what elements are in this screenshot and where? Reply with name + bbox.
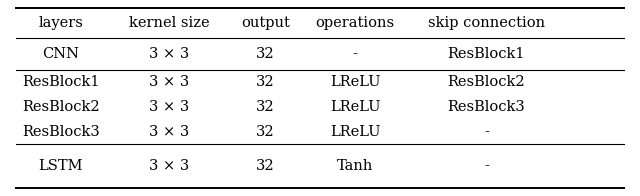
Text: 32: 32 xyxy=(256,100,275,114)
Text: output: output xyxy=(241,16,290,30)
Text: LSTM: LSTM xyxy=(38,159,83,173)
Text: ResBlock1: ResBlock1 xyxy=(22,75,100,89)
Text: 32: 32 xyxy=(256,47,275,61)
Text: 3 × 3: 3 × 3 xyxy=(150,125,189,139)
Text: LReLU: LReLU xyxy=(330,75,380,89)
Text: 32: 32 xyxy=(256,75,275,89)
Text: 3 × 3: 3 × 3 xyxy=(150,47,189,61)
Text: skip connection: skip connection xyxy=(428,16,545,30)
Text: CNN: CNN xyxy=(42,47,79,61)
Text: kernel size: kernel size xyxy=(129,16,210,30)
Text: -: - xyxy=(353,47,358,61)
Text: -: - xyxy=(484,159,489,173)
Text: 3 × 3: 3 × 3 xyxy=(150,159,189,173)
Text: 3 × 3: 3 × 3 xyxy=(150,100,189,114)
Text: -: - xyxy=(484,125,489,139)
Text: Tanh: Tanh xyxy=(337,159,373,173)
Text: 3 × 3: 3 × 3 xyxy=(150,75,189,89)
Text: ResBlock1: ResBlock1 xyxy=(447,47,525,61)
Text: layers: layers xyxy=(38,16,83,30)
Text: 32: 32 xyxy=(256,125,275,139)
Text: ResBlock3: ResBlock3 xyxy=(22,125,100,139)
Text: ResBlock2: ResBlock2 xyxy=(447,75,525,89)
Text: LReLU: LReLU xyxy=(330,100,380,114)
Text: LReLU: LReLU xyxy=(330,125,380,139)
Text: ResBlock2: ResBlock2 xyxy=(22,100,100,114)
Text: operations: operations xyxy=(316,16,395,30)
Text: ResBlock3: ResBlock3 xyxy=(447,100,525,114)
Text: 32: 32 xyxy=(256,159,275,173)
